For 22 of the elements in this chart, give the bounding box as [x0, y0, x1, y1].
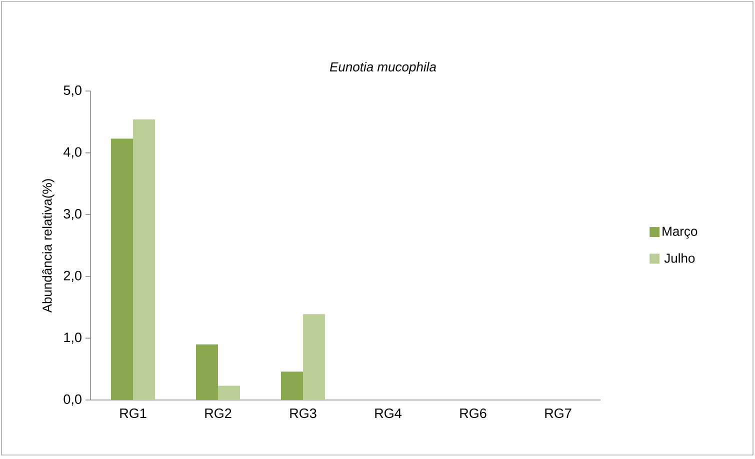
y-tick-label: 0,0	[64, 394, 82, 406]
x-tick-label: RG4	[375, 408, 402, 418]
legend-label: Março	[662, 226, 698, 239]
x-tick-label: RG7	[545, 408, 572, 418]
x-tick-label: RG6	[460, 408, 486, 418]
y-tick-label: 2,0	[64, 270, 82, 282]
bar	[196, 344, 218, 400]
legend-label: Julho	[664, 253, 695, 263]
y-tick-label: 1,0	[64, 332, 82, 344]
y-axis-title: Abundância relativa(%)	[42, 179, 54, 313]
x-tick-label: RG2	[205, 408, 232, 418]
bar	[111, 138, 134, 400]
chart-title: Eunotia mucophila	[330, 62, 436, 74]
y-tick-label: 5,0	[64, 85, 82, 97]
bar	[218, 386, 240, 400]
y-tick-label: 3,0	[64, 209, 82, 220]
bar	[303, 314, 325, 400]
bar	[281, 372, 303, 400]
bar	[133, 119, 156, 400]
y-tick-label: 4,0	[64, 147, 82, 158]
x-tick-label: RG3	[290, 408, 316, 418]
x-tick-label: RG1	[120, 408, 146, 418]
